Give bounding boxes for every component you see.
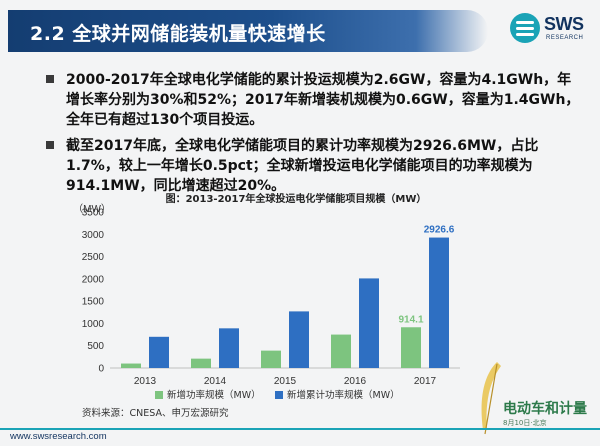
bar-new [121, 363, 141, 368]
y-tick-label: 1000 [82, 319, 105, 330]
bullet-text: 2000-2017年全球电化学储能的累计投运规模为2.6GW，容量为4.1GWh… [66, 72, 580, 128]
legend-label: 新增累计功率规模（MW） [287, 389, 400, 401]
footer-url: www.swsresearch.com [10, 431, 107, 442]
bar-new [191, 358, 211, 368]
x-tick-label: 2014 [204, 376, 227, 387]
y-tick-label: 2500 [82, 252, 105, 263]
bullet-list: 2000-2017年全球电化学储能的累计投运规模为2.6GW，容量为4.1GWh… [46, 70, 580, 202]
y-tick-label: 2000 [82, 274, 105, 285]
footer-divider [0, 428, 600, 430]
sws-logo: SWS RESEARCH [510, 10, 590, 48]
watermark-text: 电动车和计量 [503, 401, 587, 417]
square-bullet-icon [46, 75, 54, 83]
legend-swatch [275, 391, 283, 399]
feather-icon [481, 362, 501, 435]
y-tick-label: 0 [98, 364, 104, 375]
bar-cumulative [149, 336, 169, 368]
y-tick-label: 500 [87, 341, 104, 352]
legend-label: 新增功率规模（MW） [167, 389, 261, 401]
bar-cumulative [359, 278, 379, 368]
slide-title: 2.2 全球并网储能装机量快速增长 [30, 23, 326, 45]
x-tick-label: 2013 [134, 376, 157, 387]
watermark-sub: 8月10日·北京 [503, 419, 547, 427]
x-tick-label: 2016 [344, 376, 367, 387]
bar-cumulative [289, 311, 309, 368]
bar-new [401, 327, 421, 368]
bar-cumulative [429, 237, 449, 368]
bullet-item: 截至2017年底，全球电化学储能项目的累计功率规模为2926.6MW，占比1.7… [46, 136, 580, 196]
logo-sub: RESEARCH [546, 35, 584, 41]
y-tick-label: 3500 [82, 208, 105, 219]
title-bar [8, 10, 488, 52]
source-note: 资料来源：CNESA、申万宏源研究 [82, 408, 229, 419]
y-tick-label: 3000 [82, 230, 105, 241]
bar-new [261, 350, 281, 368]
data-label: 914.1 [398, 314, 423, 325]
sws-logo-icon [510, 13, 540, 43]
watermark: 电动车和计量 8月10日·北京 [475, 360, 595, 440]
bar-new [331, 334, 351, 368]
x-tick-label: 2015 [274, 376, 297, 387]
square-bullet-icon [46, 141, 54, 149]
x-tick-label: 2017 [414, 376, 437, 387]
legend-swatch [155, 391, 163, 399]
y-axis-label: （MW） [73, 203, 111, 215]
bullet-text: 截至2017年底，全球电化学储能项目的累计功率规模为2926.6MW，占比1.7… [66, 138, 539, 194]
bar-chart: 图：2013-2017年全球投运电化学储能项目规模（MW） （MW） 0 500 100… [73, 192, 460, 401]
logo-name: SWS [544, 14, 584, 34]
data-label: 2926.6 [424, 225, 455, 236]
chart-title: 图：2013-2017年全球投运电化学储能项目规模（MW） [166, 192, 427, 205]
bullet-item: 2000-2017年全球电化学储能的累计投运规模为2.6GW，容量为4.1GWh… [46, 70, 580, 130]
y-tick-label: 1500 [82, 297, 105, 308]
bar-cumulative [219, 328, 239, 368]
